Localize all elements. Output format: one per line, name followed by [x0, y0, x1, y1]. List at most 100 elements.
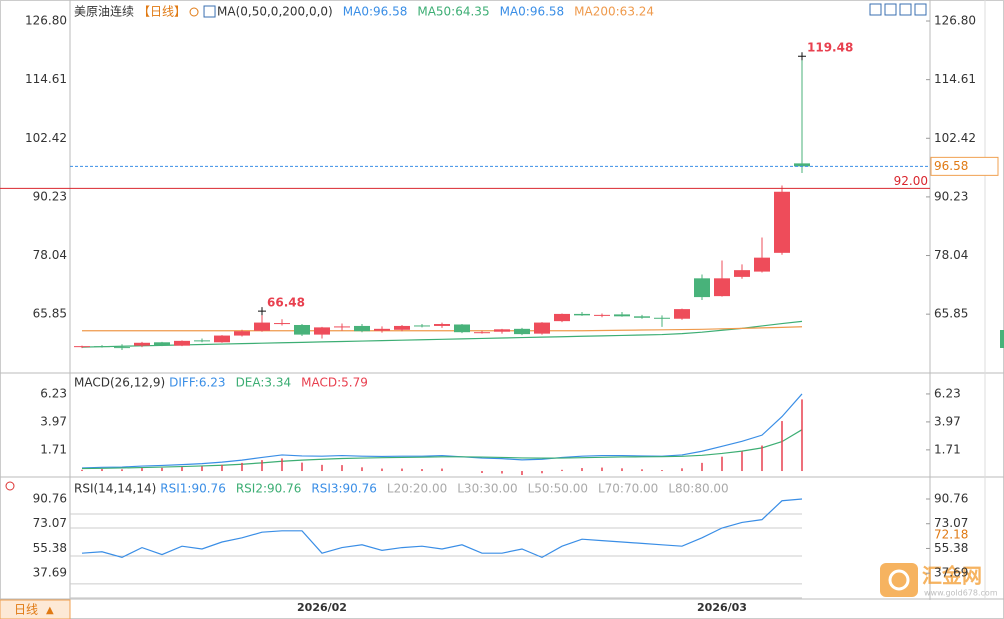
legend-entry: MACD:5.79 — [301, 376, 368, 390]
candle-body — [714, 278, 730, 297]
candle-body — [694, 278, 710, 298]
last-price-label: 96.58 — [934, 159, 968, 173]
candle-body — [154, 342, 170, 346]
y-tick-label: 3.97 — [40, 414, 67, 428]
y-tick-label: 37.69 — [33, 566, 67, 580]
candle-body — [674, 309, 690, 319]
period-arrow: ▲ — [46, 605, 54, 616]
add-icon — [189, 7, 199, 17]
last-price-box — [930, 156, 999, 176]
y-tick-label: 102.42 — [934, 131, 976, 145]
ma-line — [81, 320, 803, 348]
y-tick-label: 37.69 — [934, 566, 968, 580]
level-label: L50:50.00 — [528, 482, 588, 496]
y-tick-label: 6.23 — [40, 386, 67, 400]
high-label: 66.48 — [267, 296, 305, 310]
period-button[interactable] — [0, 599, 71, 619]
y-tick-label: 1.71 — [934, 442, 961, 456]
candle-body — [594, 314, 610, 316]
y-tick-label: 73.07 — [33, 516, 67, 530]
tool-icon[interactable] — [899, 3, 912, 16]
watermark-logo — [880, 563, 918, 597]
period-label: 日线 — [14, 603, 38, 617]
watermark-logo-mark — [888, 569, 910, 591]
candle-body — [634, 316, 650, 318]
level-label: L70:70.00 — [598, 482, 658, 496]
y-tick-label: 90.23 — [934, 189, 968, 203]
y-tick-label: 73.07 — [934, 516, 968, 530]
candle-body — [514, 328, 530, 335]
toolbar — [869, 3, 927, 16]
indicator-line — [81, 498, 803, 559]
legend-entry: MA50:64.35 — [417, 5, 489, 19]
pane-subtitle: 【日线】 — [138, 5, 186, 19]
legend-entry: MA0:96.58 — [500, 5, 565, 19]
candle-body — [314, 327, 330, 335]
y-tick-label: 114.61 — [934, 72, 976, 86]
legend-entry: DIFF:6.23 — [169, 376, 225, 390]
candle-body — [254, 322, 270, 331]
indicator-label: MA(0,50,0,200,0,0) — [217, 5, 333, 19]
candle-body — [274, 323, 290, 325]
x-tick-label: 2026/03 — [697, 601, 747, 614]
candle-body — [414, 325, 430, 327]
high-marker — [258, 307, 266, 316]
tool-icon[interactable] — [869, 3, 882, 16]
y-tick-label: 3.97 — [934, 414, 961, 428]
candle-body — [534, 322, 550, 334]
pane-title: 美原油连续 — [74, 4, 134, 19]
y-tick-label: 65.85 — [33, 307, 67, 321]
candle-body — [774, 191, 790, 253]
legend-entry: RSI2:90.76 — [236, 482, 302, 496]
candle-body — [174, 340, 190, 346]
pane-title: MACD(26,12,9) — [74, 376, 165, 390]
legend-entry: RSI3:90.76 — [311, 482, 377, 496]
candle-body — [294, 324, 310, 335]
y-tick-label: 78.04 — [33, 248, 67, 262]
candle-body — [754, 257, 770, 272]
y-tick-label: 126.80 — [934, 14, 976, 28]
side-marker — [1000, 330, 1004, 348]
watermark-text: 汇金网 — [922, 564, 982, 588]
y-tick-label: 90.23 — [33, 189, 67, 203]
candle-body — [234, 331, 250, 336]
price-line-label: 92.00 — [894, 174, 928, 188]
y-tick-label: 6.23 — [934, 386, 961, 400]
candle-body — [114, 347, 130, 349]
x-tick-label: 2026/02 — [297, 601, 347, 614]
legend-entry: MA200:63.24 — [574, 5, 654, 19]
high-label: 119.48 — [807, 41, 853, 55]
candle-body — [214, 335, 230, 343]
settings-icon[interactable] — [5, 481, 15, 491]
pane-title: RSI(14,14,14) — [74, 482, 156, 496]
level-label: L30:30.00 — [457, 482, 517, 496]
side-label: 72.18 — [934, 528, 968, 542]
tool-icon[interactable] — [884, 3, 897, 16]
candle-body — [94, 346, 110, 348]
candle-body — [334, 326, 350, 328]
level-label: L20:20.00 — [387, 482, 447, 496]
candle-body — [494, 329, 510, 332]
candle-body — [374, 328, 390, 331]
candle-body — [794, 163, 810, 167]
watermark-url: www.gold678.com — [924, 589, 998, 598]
indicator-line — [81, 393, 803, 469]
candle-body — [134, 342, 150, 346]
legend-entry: RSI1:90.76 — [160, 482, 226, 496]
y-tick-label: 55.38 — [934, 541, 968, 555]
candle-body — [734, 270, 750, 277]
candle-body — [474, 332, 490, 334]
candle-body — [654, 317, 670, 319]
candle-body — [194, 340, 210, 342]
y-tick-label: 90.76 — [934, 491, 968, 505]
legend-entry: MA0:96.58 — [343, 5, 408, 19]
candle-body — [394, 325, 410, 330]
candle-body — [354, 325, 370, 332]
candle-body — [454, 324, 470, 333]
tool-icon[interactable] — [914, 3, 927, 16]
candle-body — [614, 314, 630, 317]
y-tick-label: 65.85 — [934, 307, 968, 321]
candle-body — [434, 324, 450, 326]
